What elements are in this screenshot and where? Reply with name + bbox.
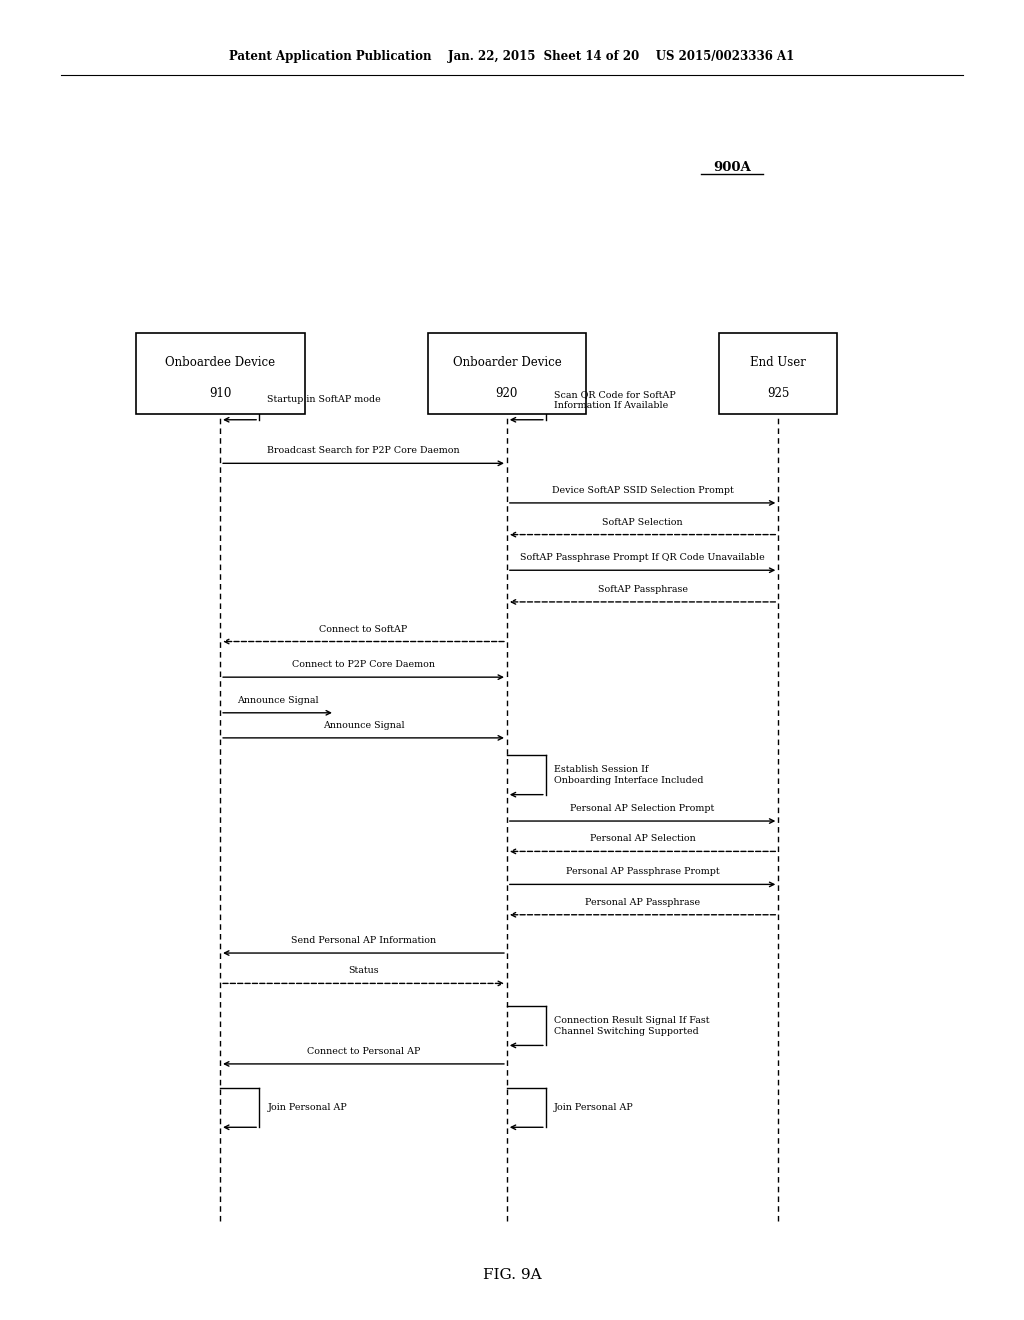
Bar (719, 333, 838, 414)
Text: Establish Session If
Onboarding Interface Included: Establish Session If Onboarding Interfac… (554, 764, 703, 785)
Text: Personal AP Selection Prompt: Personal AP Selection Prompt (570, 804, 715, 813)
Text: Send Personal AP Information: Send Personal AP Information (291, 936, 436, 945)
Text: Connect to P2P Core Daemon: Connect to P2P Core Daemon (292, 660, 435, 669)
Text: Personal AP Passphrase: Personal AP Passphrase (585, 898, 700, 907)
Text: Broadcast Search for P2P Core Daemon: Broadcast Search for P2P Core Daemon (267, 446, 460, 455)
Text: SoftAP Passphrase: SoftAP Passphrase (598, 585, 687, 594)
Text: FIG. 9A: FIG. 9A (482, 1269, 542, 1282)
Text: Personal AP Passphrase Prompt: Personal AP Passphrase Prompt (565, 867, 720, 876)
Text: 900A: 900A (714, 161, 751, 174)
Text: 920: 920 (496, 387, 518, 400)
Text: Personal AP Selection: Personal AP Selection (590, 834, 695, 843)
Text: Connection Result Signal If Fast
Channel Switching Supported: Connection Result Signal If Fast Channel… (554, 1015, 710, 1036)
Text: Onboarder Device: Onboarder Device (453, 356, 561, 370)
Text: Join Personal AP: Join Personal AP (554, 1104, 634, 1111)
Text: Connect to Personal AP: Connect to Personal AP (307, 1047, 420, 1056)
Text: Connect to SoftAP: Connect to SoftAP (319, 624, 408, 634)
Text: Announce Signal: Announce Signal (237, 696, 318, 705)
Text: 910: 910 (209, 387, 231, 400)
Bar (428, 333, 586, 414)
Bar (135, 333, 305, 414)
Text: SoftAP Selection: SoftAP Selection (602, 517, 683, 527)
Text: Status: Status (348, 966, 379, 975)
Text: Onboardee Device: Onboardee Device (165, 356, 275, 370)
Text: End User: End User (751, 356, 806, 370)
Text: Scan QR Code for SoftAP
Information If Available: Scan QR Code for SoftAP Information If A… (554, 389, 676, 411)
Text: Announce Signal: Announce Signal (323, 721, 404, 730)
Text: 925: 925 (767, 387, 790, 400)
Text: Join Personal AP: Join Personal AP (267, 1104, 347, 1111)
Text: Device SoftAP SSID Selection Prompt: Device SoftAP SSID Selection Prompt (552, 486, 733, 495)
Text: SoftAP Passphrase Prompt If QR Code Unavailable: SoftAP Passphrase Prompt If QR Code Unav… (520, 553, 765, 562)
Text: Patent Application Publication    Jan. 22, 2015  Sheet 14 of 20    US 2015/00233: Patent Application Publication Jan. 22, … (229, 50, 795, 63)
Text: Startup in SoftAP mode: Startup in SoftAP mode (267, 396, 381, 404)
